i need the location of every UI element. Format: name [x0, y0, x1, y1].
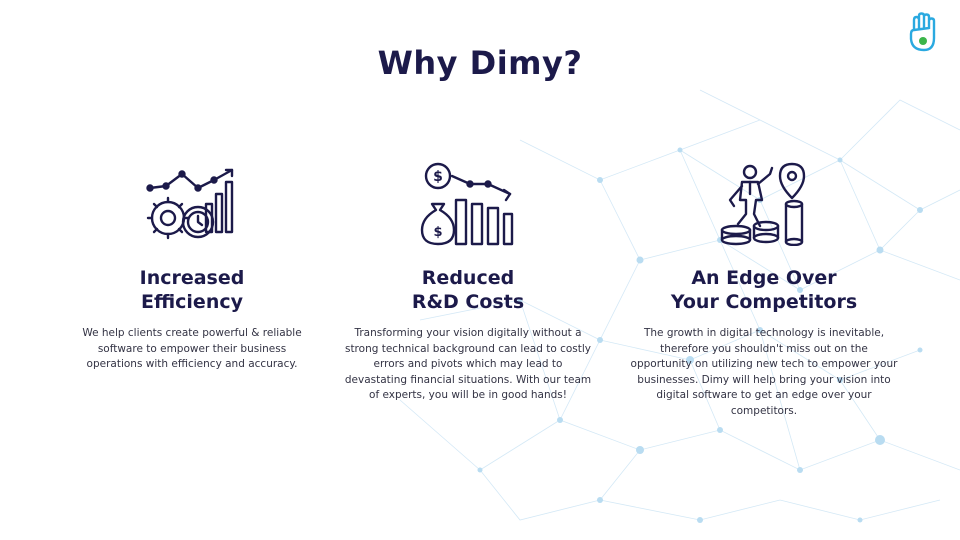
feature-description: The growth in digital technology is inev…	[630, 327, 898, 417]
feature-reduced-costs: $ $ Reduced R&D Costs Transforming your v…	[342, 160, 594, 401]
efficiency-chart-gear-clock-icon	[146, 168, 234, 240]
feature-description: Transforming your vision digitally witho…	[344, 327, 592, 401]
businessman-coins-location-pin-icon	[720, 162, 806, 246]
svg-text:$: $	[433, 225, 442, 240]
feature-efficiency: Increased Efficiency We help clients crea…	[72, 160, 312, 370]
svg-text:$: $	[433, 169, 443, 185]
feature-competitive-edge: An Edge Over Your Competitors The growth …	[628, 160, 900, 417]
feature-heading: Increased Efficiency	[139, 267, 245, 313]
feature-heading: Reduced R&D Costs	[411, 267, 525, 313]
page-title: Why Dimy?	[377, 44, 583, 82]
feature-description: We help clients create powerful & reliab…	[82, 327, 302, 370]
dimy-hand-logo-icon	[909, 12, 936, 52]
feature-heading: An Edge Over Your Competitors	[670, 267, 858, 313]
money-bag-declining-chart-icon: $ $	[420, 162, 514, 246]
